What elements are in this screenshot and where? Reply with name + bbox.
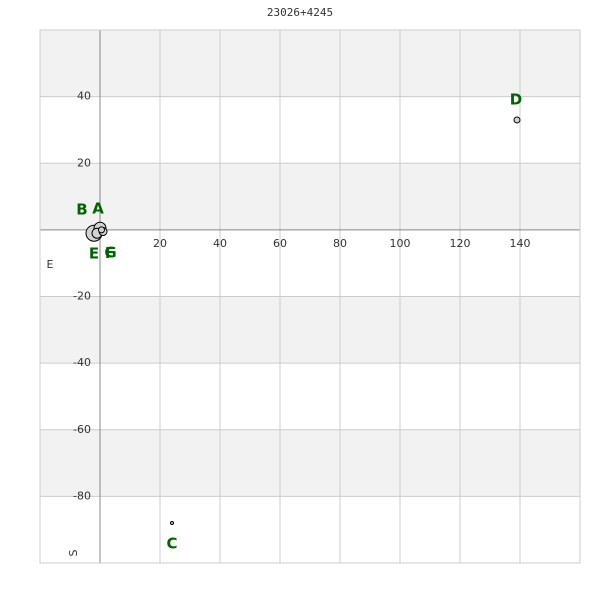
x-tick-label: 120	[450, 237, 471, 250]
x-tick-label: 80	[333, 237, 347, 250]
point	[98, 226, 105, 234]
grid-band	[40, 429, 580, 497]
x-tick-label: 140	[510, 237, 531, 250]
y-tick-label: -20	[73, 290, 91, 303]
point-label: A	[92, 200, 104, 218]
point-label: F	[105, 244, 115, 262]
y-tick-label: -80	[73, 489, 91, 502]
point-label: E	[89, 245, 99, 263]
grid-band	[40, 163, 580, 230]
point	[170, 521, 174, 526]
direction-label: E	[47, 258, 54, 271]
y-tick-label: 20	[77, 156, 91, 169]
x-tick-label: 100	[390, 237, 411, 250]
y-tick-label: -60	[73, 423, 91, 436]
point-label: B	[76, 201, 87, 219]
point-label: C	[166, 535, 177, 553]
x-tick-label: 60	[273, 237, 287, 250]
x-tick-label: 40	[213, 237, 227, 250]
point	[513, 116, 521, 124]
direction-label: S	[67, 549, 80, 556]
point-label: G	[104, 243, 116, 261]
plot-border	[39, 29, 581, 564]
grid-band	[40, 296, 580, 364]
grid-band	[40, 30, 580, 97]
y-tick-label: 40	[77, 90, 91, 103]
x-tick-label: 20	[153, 237, 167, 250]
chart-title: 23026+4245	[267, 6, 333, 19]
y-tick-label: -40	[73, 356, 91, 369]
point-label: D	[510, 90, 522, 108]
